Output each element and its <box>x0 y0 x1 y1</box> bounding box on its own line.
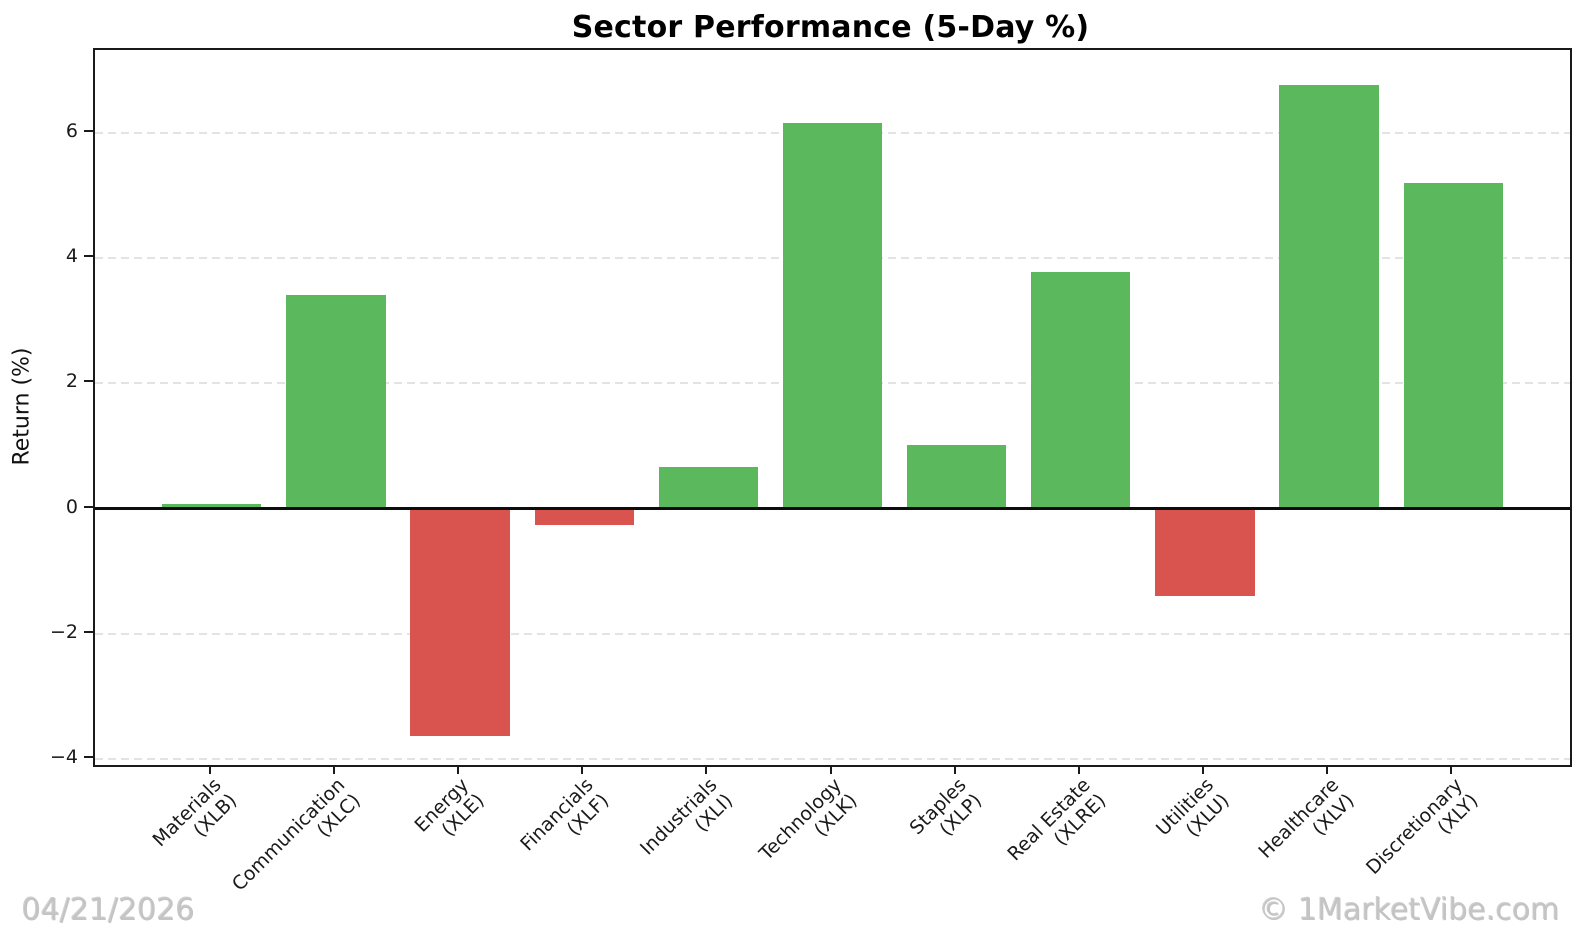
x-tick-label: Financials (XLF) <box>516 774 614 856</box>
x-tick-label: Energy (XLE) <box>410 774 490 842</box>
x-tick-label: Communication (XLC) <box>227 774 366 896</box>
y-tick-mark <box>84 255 93 258</box>
x-tick-label: Discretionary (XLY) <box>1361 774 1483 879</box>
bar-real-estate-xlre <box>1031 272 1131 509</box>
y-tick-label: −2 <box>49 620 78 643</box>
x-tick-mark <box>581 765 584 774</box>
bar-discretionary-xly <box>1403 183 1503 509</box>
x-tick-label: Industrials (XLI) <box>636 774 738 860</box>
bar-utilities-xlu <box>1155 508 1255 597</box>
x-tick-mark <box>332 765 335 774</box>
x-tick-mark <box>705 765 708 774</box>
x-tick-mark <box>1077 765 1080 774</box>
x-tick-label: Real Estate (XLRE) <box>1003 774 1111 866</box>
x-tick-mark <box>1201 765 1204 774</box>
x-tick-label: Technology (XLK) <box>755 774 862 865</box>
x-tick-label: Materials (XLB) <box>148 774 242 852</box>
gridline <box>95 757 1570 760</box>
y-tick-mark <box>84 505 93 508</box>
x-tick-label: Utilities (XLU) <box>1152 774 1235 842</box>
credit-watermark: © 1MarketVibe.com <box>1258 893 1560 928</box>
y-axis-label: Return (%) <box>9 347 35 466</box>
x-tick-mark <box>1450 765 1453 774</box>
y-tick-label: 4 <box>65 245 78 268</box>
y-tick-label: 2 <box>65 370 78 393</box>
y-tick-mark <box>84 755 93 758</box>
x-tick-mark <box>457 765 460 774</box>
bar-communication-xlc <box>286 294 386 509</box>
y-tick-mark <box>84 130 93 133</box>
bar-staples-xlp <box>906 445 1007 509</box>
gridline <box>95 632 1570 635</box>
y-tick-mark <box>84 380 93 383</box>
x-tick-label: Staples (XLP) <box>905 774 987 841</box>
y-tick-mark <box>84 630 93 633</box>
zero-axis-line <box>95 507 1570 511</box>
bar-financials-xlf <box>534 508 634 525</box>
y-tick-label: 6 <box>65 120 78 143</box>
y-tick-label: 0 <box>65 495 78 518</box>
x-tick-mark <box>1326 765 1329 774</box>
x-tick-label: Healthcare (XLV) <box>1253 774 1359 863</box>
date-watermark: 04/21/2026 <box>22 893 195 928</box>
x-tick-mark <box>208 765 211 774</box>
bar-healthcare-xlv <box>1279 85 1379 509</box>
bar-energy-xle <box>410 508 510 736</box>
x-tick-mark <box>829 765 832 774</box>
x-tick-mark <box>953 765 956 774</box>
plot-area <box>93 48 1572 767</box>
bar-technology-xlk <box>782 122 883 509</box>
chart-title: Sector Performance (5-Day %) <box>571 10 1090 45</box>
bar-materials-xlb <box>162 503 262 509</box>
bar-industrials-xli <box>658 467 758 509</box>
y-tick-label: −4 <box>49 745 78 768</box>
